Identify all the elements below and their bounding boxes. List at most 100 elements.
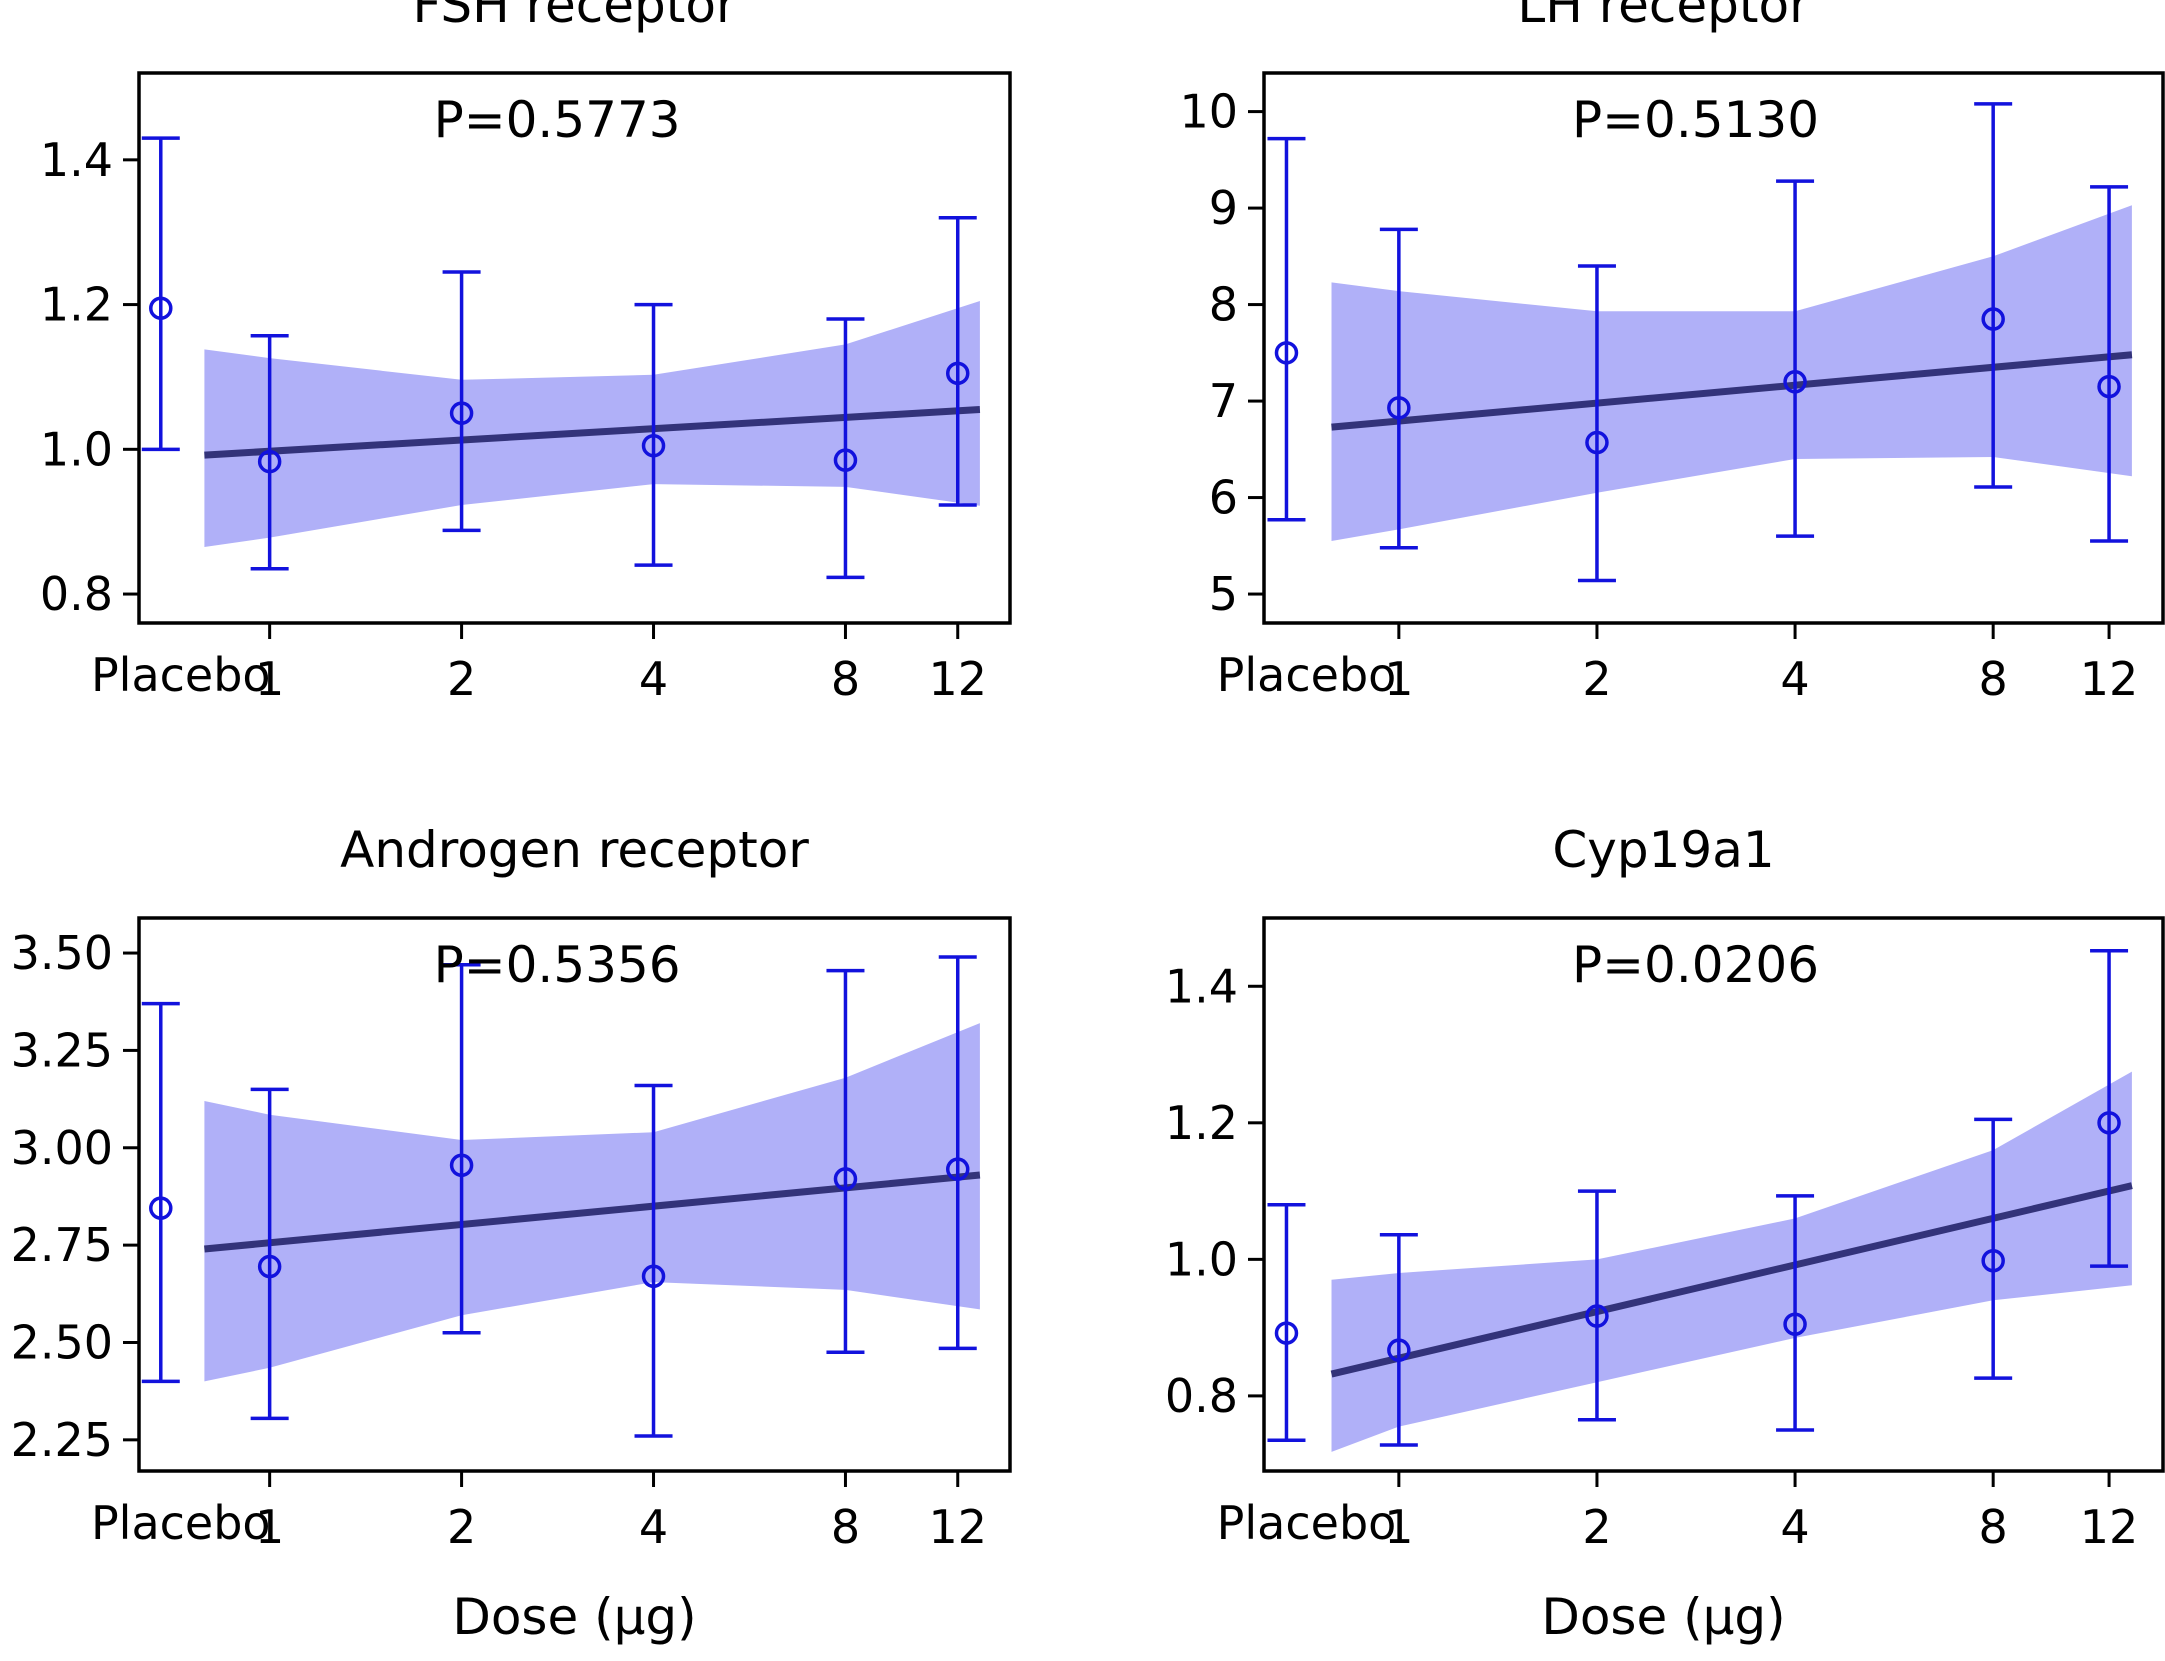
axes-frame [137, 71, 1012, 625]
error-bar-8 [826, 968, 865, 1354]
data-point [1783, 370, 1807, 394]
error-bar-8 [826, 317, 865, 580]
fit-line [204, 406, 981, 459]
x-tick-label: 2 [1582, 652, 1611, 706]
error-bar-8 [1974, 1117, 2013, 1380]
data-point [833, 448, 858, 472]
error-bar-1 [1379, 227, 1418, 550]
x-tick-label: 12 [928, 1500, 987, 1554]
data-point [1981, 1248, 2005, 1273]
fit-line [1331, 351, 2133, 431]
data-point [1274, 341, 1299, 365]
error-bar-placebo [141, 136, 180, 452]
y-tick-label: 7 [1209, 374, 1238, 428]
data-point [1585, 430, 1609, 455]
axes-frame [1262, 916, 2165, 1473]
confidence-band [204, 301, 980, 547]
error-bar-12 [2090, 185, 2129, 543]
data-point [833, 1167, 858, 1191]
y-tick-label: 6 [1209, 471, 1238, 525]
data-point [257, 449, 282, 474]
error-bar-12 [938, 215, 977, 507]
x-tick-label: Placebo [91, 648, 271, 702]
y-tick-label: 8 [1209, 278, 1238, 332]
x-tick-label: 2 [447, 652, 476, 706]
error-bar-8 [1974, 102, 2013, 489]
y-tick-label: 1.2 [1165, 1096, 1238, 1150]
x-tick-label: 2 [1582, 1500, 1611, 1554]
y-tick-label: 0.8 [1165, 1369, 1238, 1423]
axes-frame [1262, 71, 2165, 625]
data-point [641, 433, 666, 458]
error-bar-4 [634, 1083, 673, 1438]
axes-frame [137, 916, 1012, 1473]
data-point [2097, 1111, 2121, 1135]
x-tick-label: 1 [1384, 652, 1413, 706]
fit-line [1330, 1182, 2133, 1378]
confidence-band [204, 1023, 980, 1382]
data-point [2097, 374, 2121, 399]
data-point [1783, 1312, 1807, 1336]
data-point [1387, 1338, 1411, 1362]
y-tick-label: 1.0 [40, 422, 113, 476]
x-tick-label: 4 [639, 652, 668, 706]
y-tick-label: 2.25 [11, 1413, 113, 1467]
x-tick-label: 12 [928, 652, 987, 706]
y-tick-label: 3.00 [11, 1121, 113, 1175]
error-bar-2 [442, 270, 481, 533]
x-tick-label: 12 [2080, 1500, 2139, 1554]
y-tick-label: 9 [1209, 181, 1238, 235]
chart-title: FSH receptor [412, 0, 737, 34]
data-point [149, 296, 173, 320]
x-tick-label: Placebo [1217, 648, 1397, 702]
x-tick-label: 8 [831, 1500, 860, 1554]
error-bar-placebo [141, 1001, 180, 1384]
y-tick-label: 2.75 [11, 1218, 113, 1272]
data-point [1274, 1321, 1299, 1345]
data-point [641, 1264, 666, 1289]
y-tick-label: 10 [1179, 85, 1238, 139]
confidence-band [1331, 205, 2132, 541]
chart-title: Cyp19a1 [1552, 821, 1774, 879]
y-tick-label: 3.50 [11, 926, 113, 980]
x-tick-label: 1 [255, 1500, 284, 1554]
error-bar-2 [442, 962, 481, 1335]
x-tick-label: 1 [1384, 1500, 1413, 1554]
y-tick-label: 1.4 [1165, 959, 1238, 1013]
error-bar-1 [250, 1087, 289, 1421]
chart-title: Androgen receptor [340, 821, 809, 879]
y-tick-label: 1.0 [1165, 1232, 1238, 1286]
x-tick-label: 1 [255, 652, 284, 706]
y-tick-label: 3.25 [11, 1023, 113, 1077]
y-tick-label: 5 [1209, 567, 1238, 621]
x-axis-label: Dose (μg) [1541, 1588, 1785, 1646]
p-value-annotation: P=0.5773 [434, 91, 681, 149]
p-value-annotation: P=0.0206 [1572, 936, 1819, 994]
x-tick-label: 4 [1780, 1500, 1809, 1554]
y-tick-label: 0.8 [40, 567, 113, 621]
x-tick-label: Placebo [91, 1496, 271, 1550]
data-point [257, 1254, 282, 1279]
p-value-annotation: P=0.5130 [1572, 91, 1819, 149]
error-bar-12 [938, 955, 977, 1351]
data-point [945, 1157, 970, 1181]
x-tick-label: 2 [447, 1500, 476, 1554]
chart-title: LH receptor [1517, 0, 1810, 34]
y-tick-label: 1.2 [40, 278, 113, 332]
confidence-band [1331, 1071, 2132, 1452]
y-tick-label: 2.50 [11, 1315, 113, 1369]
x-tick-label: 4 [639, 1500, 668, 1554]
data-point [1387, 396, 1411, 420]
x-tick-label: 8 [1979, 652, 2008, 706]
x-tick-label: 8 [1979, 1500, 2008, 1554]
x-tick-label: 8 [831, 652, 860, 706]
error-bar-placebo [1267, 136, 1306, 522]
data-point [449, 401, 474, 425]
data-point [1585, 1304, 1609, 1328]
x-axis-label: Dose (μg) [452, 1588, 696, 1646]
y-tick-label: 1.4 [40, 133, 113, 187]
